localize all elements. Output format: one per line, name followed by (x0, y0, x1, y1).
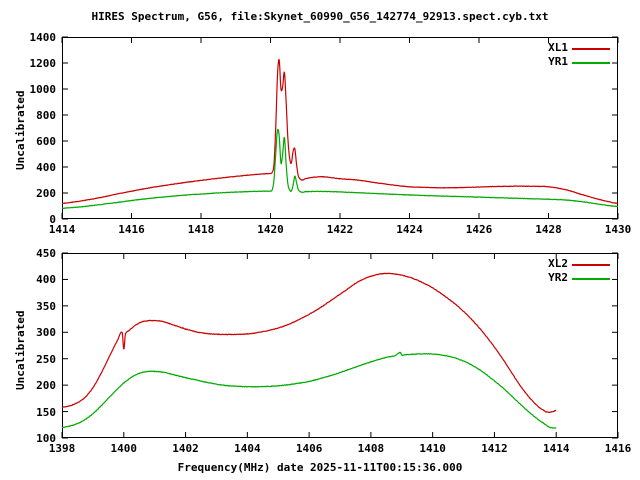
x-tick-label: 1416 (102, 223, 162, 236)
y-tick-label: 450 (0, 247, 56, 260)
x-tick-label: 1418 (171, 223, 231, 236)
x-axis-label: Frequency(MHz) date 2025-11-11T00:15:36.… (0, 461, 640, 474)
y-tick-label: 200 (0, 187, 56, 200)
y-tick-label: 1000 (0, 83, 56, 96)
y-tick-label: 200 (0, 379, 56, 392)
y-tick-label: 100 (0, 432, 56, 445)
y-tick-label: 150 (0, 406, 56, 419)
y-tick-label: 250 (0, 353, 56, 366)
legend-swatch (572, 48, 610, 50)
x-tick-label: 1426 (449, 223, 509, 236)
y-axis-label-bottom: Uncalibrated (14, 311, 27, 390)
x-tick-label: 1430 (588, 223, 640, 236)
x-tick-label: 1402 (156, 442, 216, 455)
y-tick-label: 300 (0, 326, 56, 339)
legend-label: YR2 (548, 271, 568, 284)
page-title: HIRES Spectrum, G56, file:Skynet_60990_G… (0, 10, 640, 23)
series-line-xl2 (62, 273, 556, 412)
legend-entry-xl1: XL1 (470, 41, 610, 55)
legend-label: XL2 (548, 257, 568, 270)
x-tick-label: 1406 (279, 442, 339, 455)
x-tick-label: 1420 (241, 223, 301, 236)
x-tick-label: 1424 (380, 223, 440, 236)
series-line-yr1 (62, 129, 618, 208)
x-tick-label: 1422 (310, 223, 370, 236)
legend-label: YR1 (548, 55, 568, 68)
legend-entry-yr1: YR1 (470, 55, 610, 69)
y-axis-label-top: Uncalibrated (14, 91, 27, 170)
legend-swatch (572, 62, 610, 64)
y-tick-label: 1400 (0, 31, 56, 44)
legend-entry-yr2: YR2 (470, 271, 610, 285)
y-tick-label: 800 (0, 109, 56, 122)
plot-root: HIRES Spectrum, G56, file:Skynet_60990_G… (0, 0, 640, 480)
legend-swatch (572, 278, 610, 280)
legend-entry-xl2: XL2 (470, 257, 610, 271)
y-tick-label: 400 (0, 161, 56, 174)
legend-label: XL1 (548, 41, 568, 54)
x-tick-label: 1404 (217, 442, 277, 455)
y-tick-label: 600 (0, 135, 56, 148)
x-tick-label: 1428 (519, 223, 579, 236)
y-tick-label: 1200 (0, 57, 56, 70)
series-line-yr2 (62, 352, 556, 428)
bottom-legend: XL2YR2 (470, 257, 610, 285)
legend-swatch (572, 264, 610, 266)
x-tick-label: 1400 (94, 442, 154, 455)
x-tick-label: 1416 (588, 442, 640, 455)
x-tick-label: 1414 (526, 442, 586, 455)
y-tick-label: 350 (0, 300, 56, 313)
x-tick-label: 1408 (341, 442, 401, 455)
x-tick-label: 1410 (403, 442, 463, 455)
series-line-xl1 (62, 59, 618, 203)
y-tick-label: 0 (0, 213, 56, 226)
x-tick-label: 1412 (464, 442, 524, 455)
top-legend: XL1YR1 (470, 41, 610, 69)
y-tick-label: 400 (0, 273, 56, 286)
